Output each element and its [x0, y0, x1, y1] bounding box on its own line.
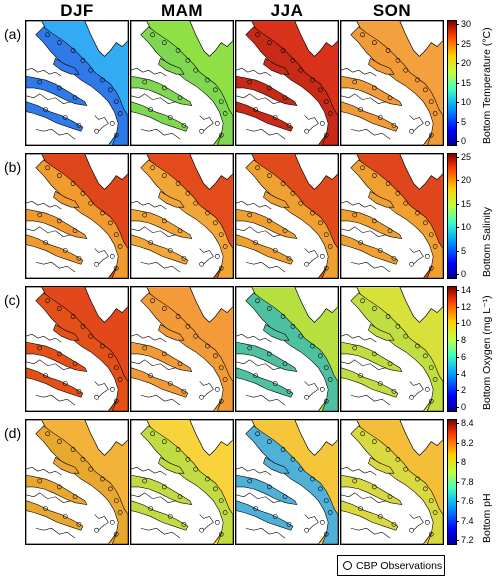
- colorbar-tick-label: 12: [455, 301, 472, 312]
- colorbar-tick-label: 15: [455, 198, 472, 209]
- colorbar-tick-label: 7.6: [456, 496, 474, 506]
- colorbar-tick-label: 5: [455, 116, 467, 127]
- colorbar-tick-label: 8.4: [456, 418, 474, 428]
- map-panel: [235, 153, 339, 279]
- colorbar-tick-label: 20: [455, 58, 472, 68]
- colorbar-tick-label: 25: [455, 38, 472, 49]
- map-panel: [130, 286, 234, 412]
- colorbar-tick-label: 2: [455, 385, 467, 396]
- map-panel: [130, 153, 234, 279]
- colorbar-tick-label: 7.8: [456, 476, 474, 487]
- map-panel: [340, 419, 444, 545]
- colorbar-tick-label: 7.2: [456, 535, 474, 545]
- colorbar-label: Bottom pH: [481, 493, 493, 543]
- colorbar-tick-label: 30: [455, 19, 472, 29]
- legend-label: CBP Observations: [356, 559, 443, 572]
- season-header-mam: MAM: [160, 1, 204, 20]
- panel-row-label: (b): [4, 159, 22, 175]
- colorbar: [447, 153, 457, 279]
- colorbar-tick-label: 4: [455, 368, 467, 379]
- colorbar-tick-label: 14: [455, 285, 472, 295]
- season-header-djf: DJF: [60, 1, 94, 20]
- season-header-son: SON: [372, 1, 412, 20]
- season-header-jja: JJA: [270, 1, 304, 20]
- colorbar-tick-label: 7.4: [456, 515, 474, 526]
- map-panel: [25, 419, 129, 545]
- map-panel: [340, 153, 444, 279]
- map-panel: [25, 286, 129, 412]
- colorbar-tick-label: 10: [455, 318, 472, 329]
- colorbar-tick-label: 25: [455, 152, 472, 162]
- map-panel: [130, 20, 234, 146]
- colorbar-label: Bottom Salinity: [481, 206, 493, 277]
- colorbar-label: Bottom Oxygen (mg L⁻¹): [481, 295, 493, 410]
- map-panel: [130, 419, 234, 545]
- colorbar-tick-label: 15: [455, 77, 472, 88]
- legend: CBP Observations: [337, 555, 445, 576]
- colorbar-tick-label: 0: [455, 269, 467, 279]
- map-panel: [235, 20, 339, 146]
- panel-row-label: (d): [4, 425, 22, 441]
- map-panel: [25, 20, 129, 146]
- panel-row-label: (a): [4, 26, 22, 42]
- map-panel: [25, 153, 129, 279]
- colorbar-tick-label: 8: [455, 457, 467, 467]
- colorbar-tick-label: 6: [455, 351, 467, 362]
- map-panel: [340, 20, 444, 146]
- map-panel: [340, 286, 444, 412]
- colorbar-tick-label: 0: [455, 136, 467, 146]
- circle-marker-icon: [343, 561, 352, 570]
- map-panel: [235, 419, 339, 545]
- map-panel: [235, 286, 339, 412]
- colorbar-tick-label: 0: [455, 402, 467, 412]
- colorbar: [447, 286, 457, 412]
- colorbar-tick-label: 5: [455, 245, 467, 256]
- colorbar-tick-label: 20: [455, 175, 472, 186]
- panel-row-label: (c): [4, 292, 21, 308]
- colorbar-tick-label: 8.2: [456, 437, 474, 448]
- colorbar-tick-label: 8: [455, 335, 467, 346]
- colorbar-tick-label: 10: [455, 222, 472, 233]
- colorbar-label: Bottom Temperature (°C): [481, 27, 493, 144]
- colorbar-tick-label: 10: [455, 97, 472, 107]
